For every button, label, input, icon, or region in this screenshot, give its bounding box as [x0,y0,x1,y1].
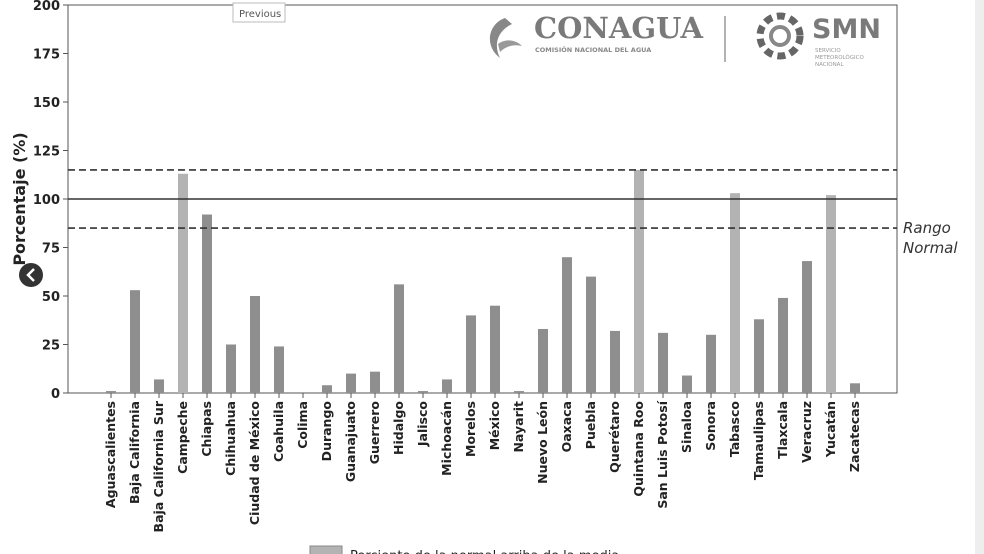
x-tick-label: Campeche [175,401,190,474]
x-tick-label: Sinaloa [679,401,694,453]
x-tick-label: Baja California Sur [151,400,166,532]
bar [706,334,716,393]
x-tick-label: Querétaro [607,401,622,473]
tooltip: Previous [239,9,281,20]
x-tick-label: Nayarit [511,401,526,453]
x-tick-label: México [487,401,502,451]
bar [802,261,812,393]
bar [562,257,572,393]
logo-subtext: NACIONAL [815,62,844,68]
prev-button-circle[interactable] [19,263,43,287]
bar [106,391,116,393]
bar [370,371,380,393]
prev-arrow[interactable] [26,268,35,282]
bar [442,379,452,393]
bar [634,169,644,393]
x-tick-label: Colima [295,401,310,449]
bar [250,296,260,393]
prev-button[interactable] [19,263,43,287]
x-tick-label: Aguascalientes [103,401,118,508]
side-strip [975,0,984,554]
bar [538,328,548,393]
bar [466,315,476,393]
x-tick-label: Michoacán [439,401,454,476]
legend-label: Porciento de la normal arriba de la medi… [350,549,619,554]
bar [418,391,428,393]
x-tick-label: Chihuahua [223,401,238,476]
logo-text: SMN [812,14,881,45]
bar [346,373,356,393]
smn-logo: SMN SERVICIO METEOROLÓGICO NACIONAL [756,12,881,68]
bar [778,297,788,393]
bar [322,385,332,393]
logo-subtext: METEOROLÓGICO [815,54,864,61]
bar [394,284,404,393]
bar [610,330,620,393]
annotation: Normal [903,239,958,257]
tooltip-box [232,2,286,23]
x-tick-label: Oaxaca [559,401,574,452]
annotation: Rango [903,219,951,237]
y-tick-label: 50 [42,290,60,305]
x-tick-label: Guanajuato [343,401,358,483]
x-tick-label: Morelos [463,401,478,457]
bar [658,332,668,393]
x-tick-label: Hidalgo [391,401,406,455]
bar [682,375,692,393]
x-tick-label: Coahuila [271,401,286,462]
y-tick-label: 100 [33,193,60,208]
bar [274,346,284,393]
y-tick-label: 200 [33,0,60,14]
x-tick-label: Tlaxcala [775,401,790,459]
y-tick-label: 125 [33,145,60,160]
x-tick-label: Yucatán [823,401,838,458]
y-axis-label: Porcentaje (%) [10,132,29,265]
bar [202,214,212,393]
bar [586,276,596,393]
x-tick-label: Durango [319,401,334,462]
bar [754,319,764,393]
logo-subtext: SERVICIO [815,48,841,54]
bar [826,195,836,393]
conagua-logo: CONAGUA COMISIÓN NACIONAL DEL AGUA [489,11,704,58]
logo-subtext: COMISIÓN NACIONAL DEL AGUA [535,45,651,54]
bar [178,173,188,393]
x-tick-label: Zacatecas [847,401,862,472]
bar [850,383,860,393]
y-tick-label: 175 [33,48,60,63]
x-tick-label: Chiapas [199,401,214,457]
y-tick-label: 75 [42,242,60,257]
y-tick-label: 150 [33,96,60,111]
y-tick-label: 0 [51,387,60,402]
x-tick-label: San Luis Potosí [655,400,670,508]
x-tick-label: Ciudad de México [247,401,262,525]
bar [226,344,236,393]
x-tick-label: Tamaulipas [751,401,766,480]
x-tick-label: Baja California [127,401,142,504]
x-tick-label: Veracruz [799,401,814,463]
bar [154,379,164,393]
bar [514,391,524,393]
x-tick-label: Sonora [703,401,718,451]
x-tick-label: Jalisco [415,401,430,448]
x-tick-label: Guerrero [367,401,382,465]
legend-swatch [309,545,343,554]
x-tick-label: Puebla [583,401,598,449]
bar [490,305,500,393]
x-tick-label: Quintana Roo [631,401,646,497]
bar [730,193,740,393]
logo-text: CONAGUA [534,11,704,45]
bar [130,290,140,393]
x-tick-label: Tabasco [727,401,742,458]
y-tick-label: 25 [42,339,60,354]
x-tick-label: Nuevo León [535,401,550,484]
